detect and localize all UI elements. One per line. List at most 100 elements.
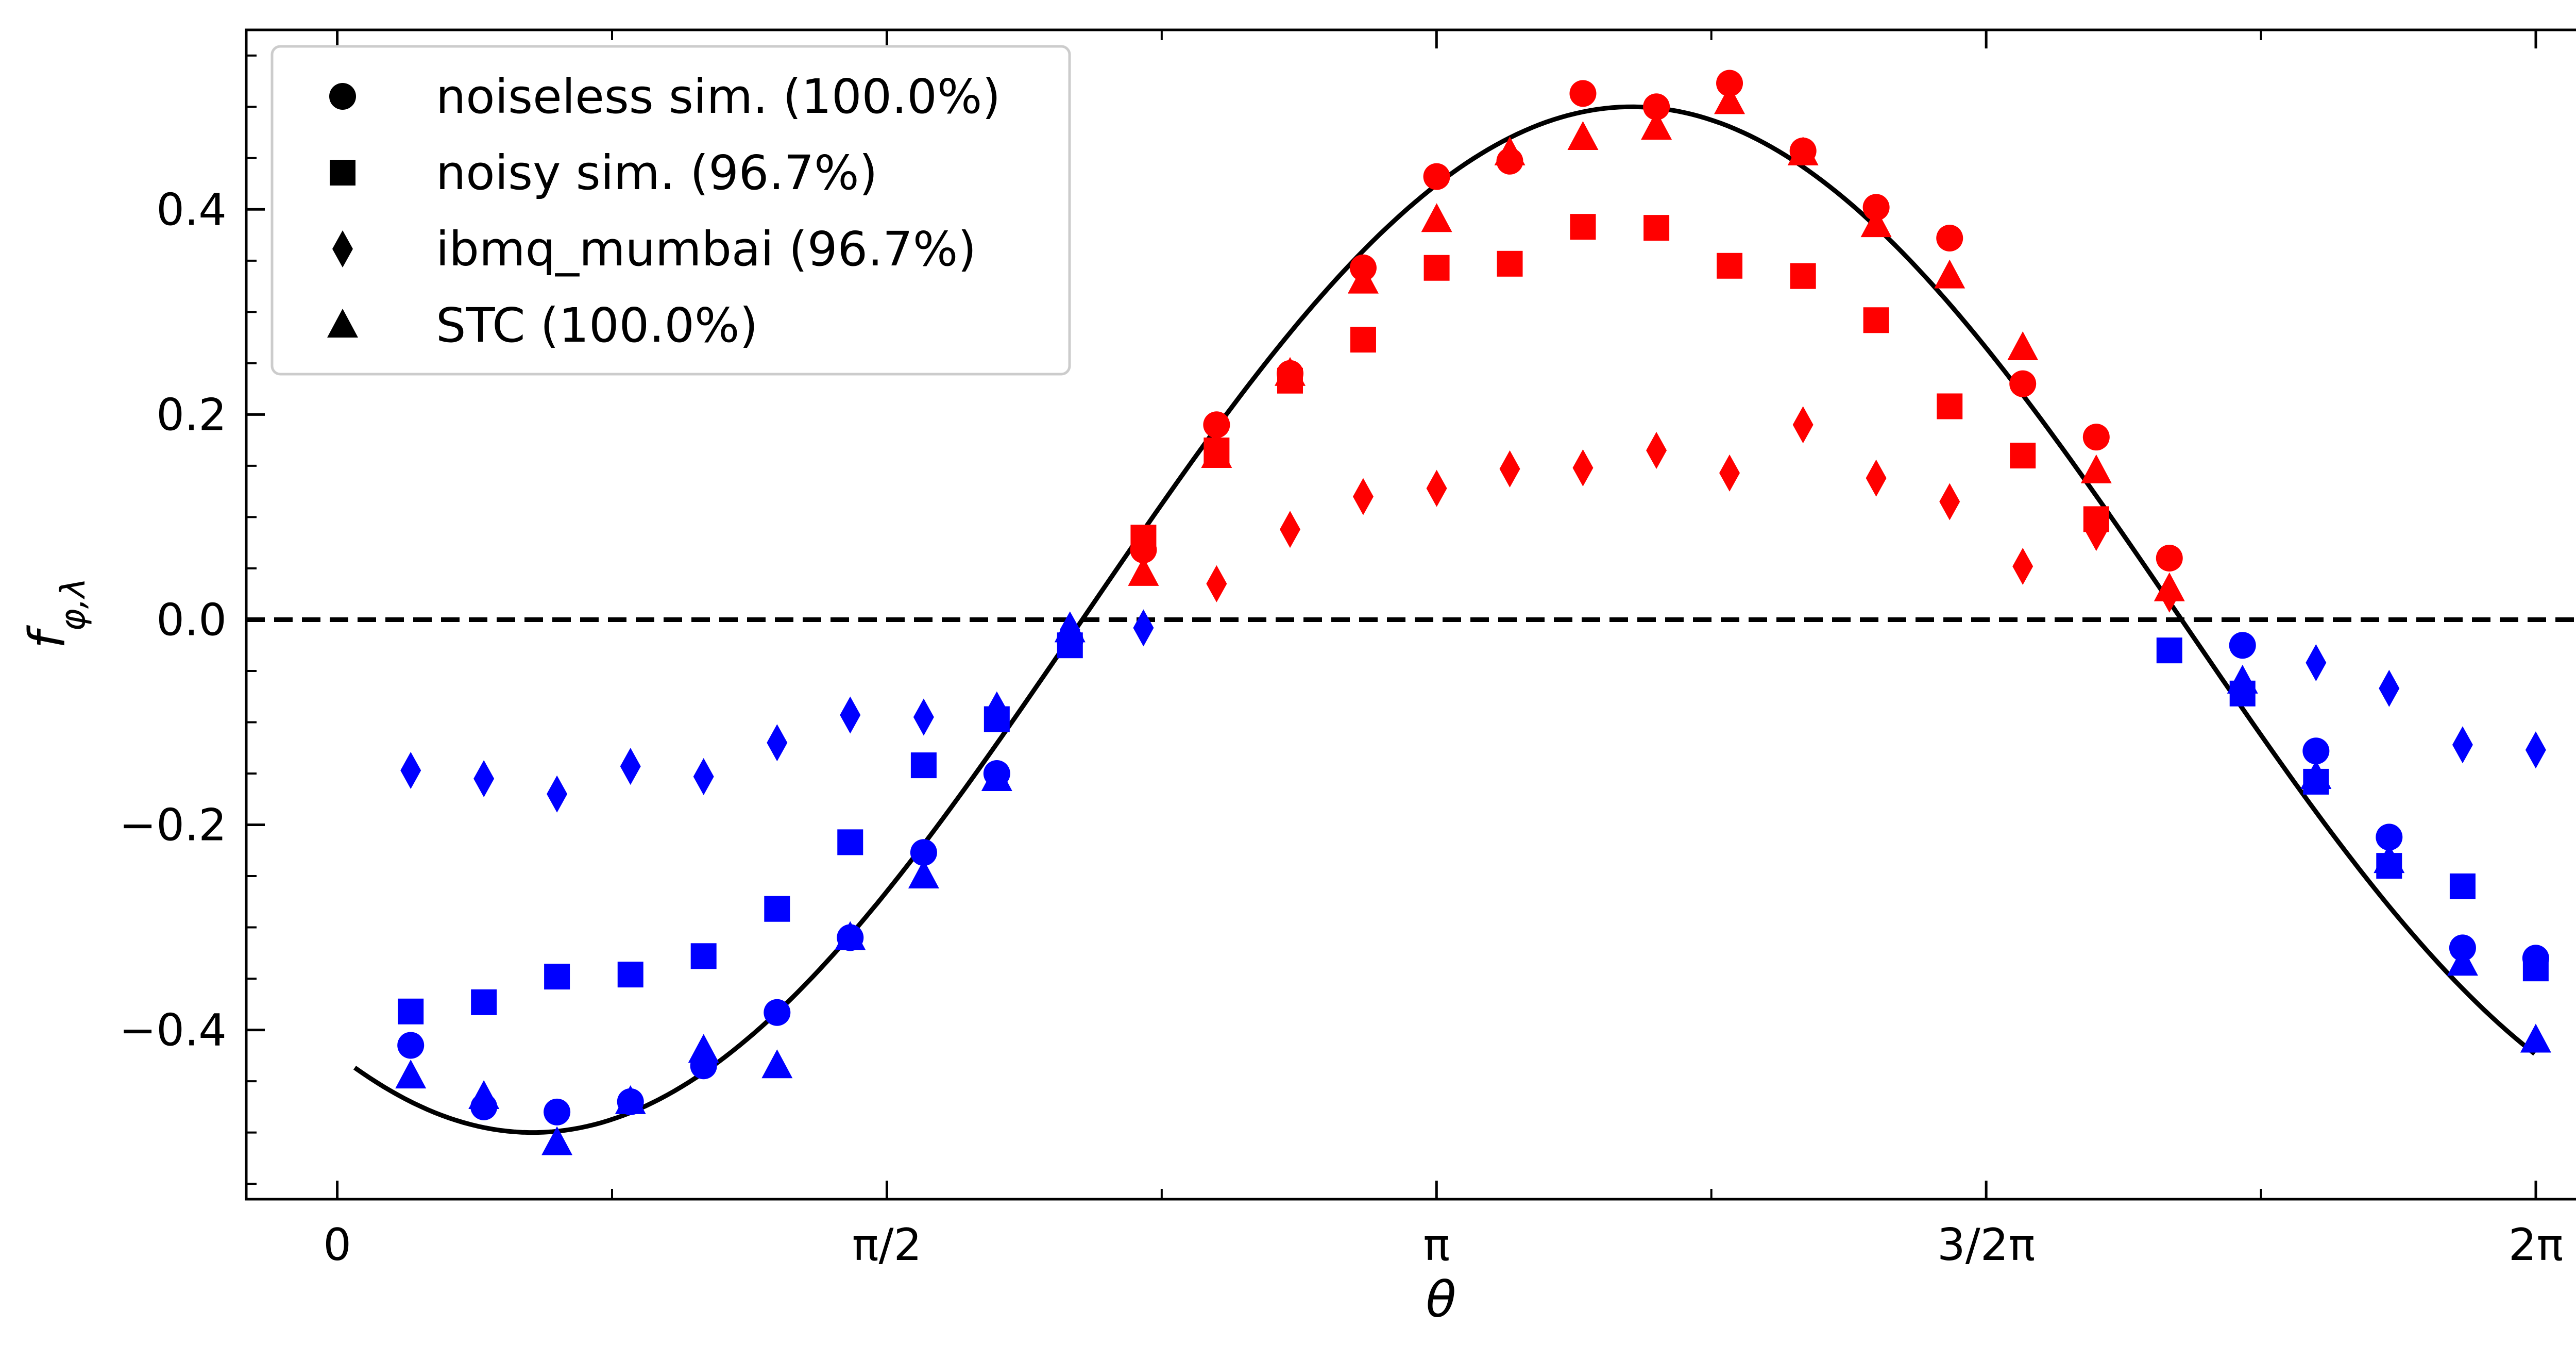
circle-point [2009,370,2037,397]
legend-label: noisy sim. (96.7%) [436,145,877,200]
square-point [2010,442,2036,468]
circle-point [1569,80,1597,107]
square-point [1717,253,1743,279]
y-axis-label: fφ,λ [19,578,93,648]
y-tick-label: 0.2 [156,389,227,441]
circle-point [983,760,1010,787]
x-tick-label: 0 [323,1219,351,1271]
x-axis-label: θ [1426,1271,1456,1329]
triangle-point [2374,844,2405,873]
circle-point [2082,424,2110,451]
square-point [764,896,790,922]
triangle-point [2227,664,2258,694]
diamond-point [1866,459,1887,497]
square-point [1790,263,1816,289]
square-point [1643,215,1670,241]
square-point [617,962,643,988]
triangle-point [2300,760,2332,789]
legend-marker-circle [329,83,356,110]
diamond-point [400,752,421,789]
diamond-point [2452,726,2473,764]
triangle-point [2080,454,2112,483]
circle-point [2302,737,2330,765]
plot-frame [245,28,2576,1201]
diamond-point [1133,609,1154,647]
circle-point [1203,411,1230,439]
circle-point [617,1088,644,1115]
square-point [1423,255,1450,281]
circle-point [1789,137,1817,164]
triangle-point [2154,572,2185,601]
triangle-point [908,860,939,889]
legend-marker-square [330,160,355,186]
legend-label: noiseless sim. (100.0%) [436,69,1001,124]
triangle-point [1128,557,1159,586]
square-point [1937,393,1963,419]
diamond-point [1352,478,1374,515]
diamond-point [986,691,1007,729]
legend-label: STC (100.0%) [436,298,758,353]
x-tick-label: π [1423,1219,1450,1271]
triangle-point [1934,259,1965,289]
x-tick-label: π/2 [852,1219,922,1271]
square-point [1863,307,1889,333]
diamond-point [1792,406,1814,444]
circle-point [2156,545,2183,572]
circle-point [1643,93,1670,121]
circle-point [1716,70,1743,97]
square-point [837,829,863,855]
circle-point [2229,632,2256,659]
y-tick-label: −0.4 [119,1005,227,1056]
square-point [1350,327,1376,353]
square-point [1570,214,1596,240]
circle-point [1862,194,1890,221]
circle-point [690,1052,717,1080]
diamond-point [693,758,714,795]
circle-point [1349,254,1377,281]
legend-box [270,45,1071,376]
diamond-point [620,748,641,785]
y-tick-label: 0.0 [156,594,227,646]
x-tick-label: 2π [2509,1219,2564,1271]
x-tick-label: 3/2π [1937,1219,2035,1271]
diamond-point [1426,469,1447,507]
square-point [690,943,717,969]
triangle-point [1714,85,1745,114]
diamond-point [2379,669,2400,707]
diamond-point [1206,565,1227,602]
square-point [1497,250,1523,277]
diamond-point [1719,454,1740,492]
circle-point [470,1093,498,1120]
diamond-point [2306,644,2327,682]
diamond-point [913,698,934,736]
triangle-point [1641,111,1672,140]
legend-marker-triangle [327,309,358,338]
y-tick-label: 0.4 [156,184,227,236]
circle-point [1276,360,1303,387]
circle-point [764,999,791,1026]
diamond-point [473,760,495,797]
square-point [2449,873,2476,899]
diamond-point [1646,432,1667,469]
circle-point [1496,147,1523,175]
diamond-point [1279,511,1300,548]
square-point [544,964,570,990]
tick-labels: 0 π/2 π 3/2π 2π −0.4 −0.2 0.0 0.2 0.4 [119,184,2563,1271]
triangle-point [541,1126,573,1155]
circle-point [1130,536,1157,564]
triangle-point [2007,331,2039,361]
diamond-point [1499,450,1520,488]
square-point [2156,637,2182,664]
triangle-point [2520,1023,2551,1053]
circle-point [544,1098,571,1125]
circle-point [1423,163,1450,190]
legend: noiseless sim. (100.0%) noisy sim. (96.7%… [270,45,1071,376]
circle-point [910,839,937,866]
legend-label: ibmq_mumbai (96.7%) [436,222,976,277]
circle-point [2449,934,2476,962]
legend-marker-diamond [332,230,353,267]
triangle-point [1567,121,1599,150]
diamond-point [1939,483,1960,520]
triangle-point [1421,203,1452,232]
